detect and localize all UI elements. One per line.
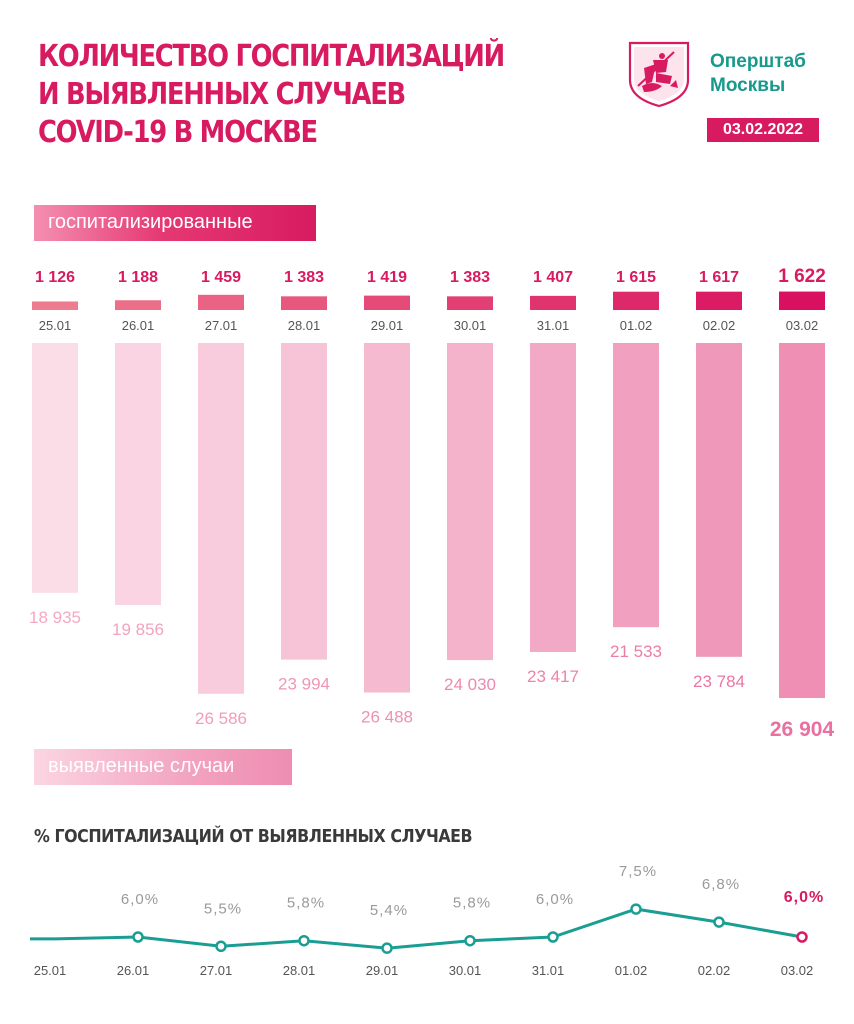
percentage-point	[215, 940, 227, 953]
cases-value-label: 18 935	[29, 608, 81, 627]
brand-line-2: Москвы	[710, 75, 786, 96]
hospitalized-value-label: 1 383	[284, 269, 324, 286]
hospitalized-bar	[447, 296, 493, 310]
cases-value-label: 24 030	[444, 675, 496, 694]
percentage-value-label: 7,5%	[619, 863, 657, 880]
cases-bar	[364, 343, 410, 693]
hospitalized-bar	[198, 294, 244, 310]
line-date-tick-label: 31.01	[532, 963, 565, 978]
cases-value-label: 26 586	[195, 709, 247, 728]
hospitalized-bar	[364, 295, 410, 310]
moscow-coat-of-arms-icon	[628, 41, 690, 108]
percentage-point	[464, 934, 476, 947]
line-date-tick-label: 03.02	[781, 963, 814, 978]
percentage-value-label: 5,8%	[453, 895, 491, 912]
hospitalized-label: госпитализированные	[34, 205, 316, 241]
hospitalized-bar	[779, 291, 825, 310]
cases-bar	[198, 343, 244, 694]
brand-line-1: Оперштаб	[710, 51, 806, 72]
cases-value-label: 23 417	[527, 667, 579, 686]
hospitalized-bar	[530, 295, 576, 310]
date-tick-label: 25.01	[39, 318, 72, 333]
cases-value-label: 26 904	[770, 718, 835, 741]
title-line-2: И ВЫЯВЛЕННЫХ СЛУЧАЕВ	[38, 77, 406, 112]
date-tick-label: 03.02	[786, 318, 819, 333]
title-line-1: КОЛИЧЕСТВО ГОСПИТАЛИЗАЦИЙ	[38, 39, 505, 74]
cases-bar	[115, 343, 161, 606]
date-tick-label: 26.01	[122, 318, 155, 333]
percentage-point	[713, 916, 725, 928]
line-date-tick-label: 29.01	[366, 963, 399, 978]
hospitalized-value-label: 1 615	[616, 269, 656, 286]
date-tick-label: 31.01	[537, 318, 570, 333]
hospitalized-bar	[281, 296, 327, 310]
brand-name: Оперштаб Москвы	[710, 50, 830, 98]
hospitalized-bar	[613, 291, 659, 310]
page-title: КОЛИЧЕСТВО ГОСПИТАЛИЗАЦИЙ И ВЫЯВЛЕННЫХ С…	[38, 38, 505, 152]
line-date-tick-label: 02.02	[698, 963, 731, 978]
percentage-value-label: 5,4%	[370, 902, 408, 919]
percentage-point	[132, 931, 144, 943]
date-tick-label: 28.01	[288, 318, 321, 333]
hospitalized-bar	[115, 300, 161, 310]
percentage-value-label: 5,8%	[287, 895, 325, 912]
line-date-tick-label: 01.02	[615, 963, 648, 978]
hospitalized-value-label: 1 622	[778, 266, 826, 287]
hospitalized-value-label: 1 419	[367, 269, 407, 286]
cases-value-label: 19 856	[112, 620, 164, 639]
cases-value-label: 23 994	[278, 675, 330, 694]
line-date-tick-label: 30.01	[449, 963, 482, 978]
date-tick-label: 29.01	[371, 318, 404, 333]
cases-value-label: 21 533	[610, 642, 662, 661]
hospitalized-value-label: 1 383	[450, 269, 490, 286]
percentage-point	[298, 934, 310, 947]
cases-bar	[530, 343, 576, 652]
percentage-value-label: 6,0%	[536, 891, 574, 908]
percentage-value-label: 6,8%	[702, 876, 740, 893]
date-badge: 03.02.2022	[707, 118, 819, 142]
title-line-3: COVID-19 В МОСКВЕ	[38, 115, 318, 150]
hospitalized-value-label: 1 188	[118, 269, 158, 286]
percentage-point	[796, 931, 808, 943]
date-tick-label: 30.01	[454, 318, 487, 333]
line-date-tick-label: 26.01	[117, 963, 150, 978]
date-tick-label: 01.02	[620, 318, 653, 333]
line-date-tick-label: 25.01	[34, 963, 67, 978]
hospitalized-value-label: 1 126	[35, 269, 75, 286]
percentage-line	[30, 907, 803, 950]
percentage-value-label: 6,0%	[121, 891, 159, 908]
cases-label: выявленные случаи	[34, 749, 292, 785]
hospitalized-bar	[32, 301, 78, 310]
percentage-point	[547, 931, 559, 943]
percentage-value-label: 5,5%	[204, 900, 242, 917]
hospitalized-bar	[696, 291, 742, 310]
date-tick-label: 02.02	[703, 318, 736, 333]
cases-bar	[281, 343, 327, 660]
line-date-tick-label: 28.01	[283, 963, 316, 978]
cases-bar	[696, 343, 742, 657]
cases-bar	[613, 343, 659, 628]
cases-bar	[779, 343, 825, 698]
hospitalized-value-label: 1 407	[533, 269, 573, 286]
cases-bar	[447, 343, 493, 661]
cases-bar	[32, 343, 78, 593]
hospitalized-value-label: 1 617	[699, 269, 739, 286]
cases-value-label: 26 488	[361, 708, 413, 727]
percentage-point	[630, 903, 642, 915]
cases-value-label: 23 784	[693, 672, 745, 691]
date-tick-label: 27.01	[205, 318, 238, 333]
line-date-tick-label: 27.01	[200, 963, 233, 978]
hospitalized-value-label: 1 459	[201, 269, 241, 286]
percentage-value-label: 6,0%	[784, 889, 824, 906]
percentage-point	[381, 942, 393, 954]
line-chart-title: % ГОСПИТАЛИЗАЦИЙ ОТ ВЫЯВЛЕННЫХ СЛУЧАЕВ	[34, 826, 473, 847]
